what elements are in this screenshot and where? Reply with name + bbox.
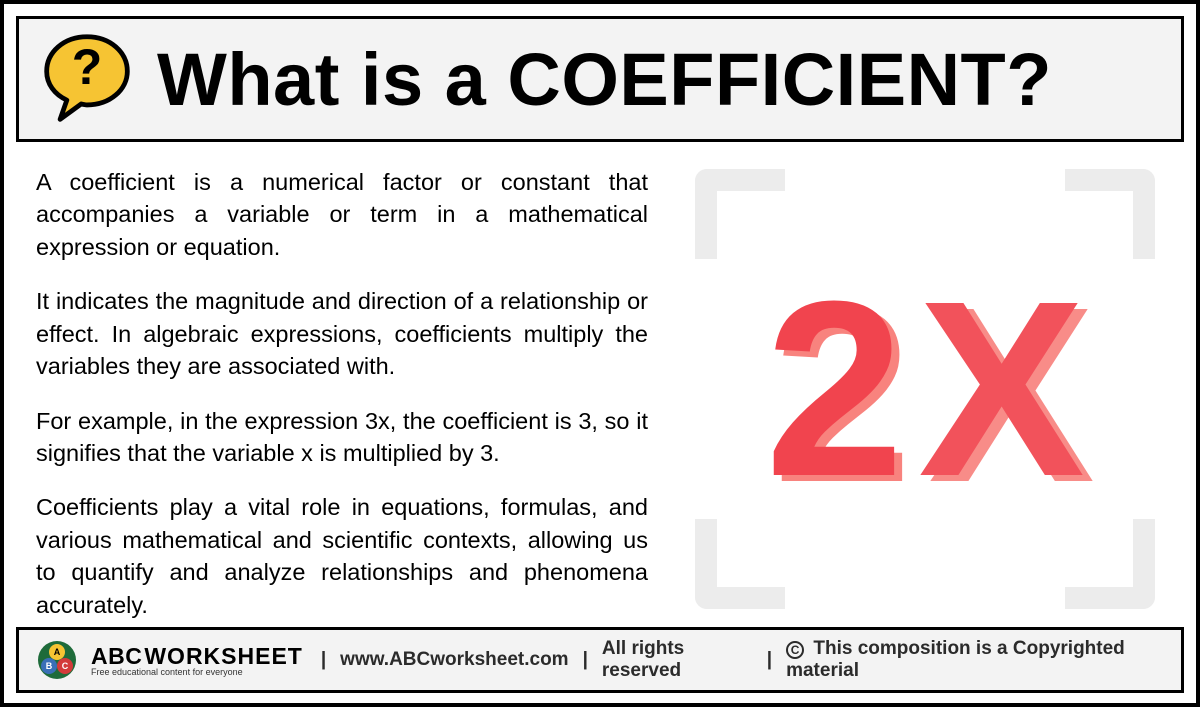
paragraph: It indicates the magnitude and direction… — [36, 285, 648, 382]
svg-text:A: A — [54, 647, 61, 657]
separator: | — [321, 649, 326, 671]
crop-frame: 2 X — [695, 169, 1155, 609]
separator: | — [583, 649, 588, 671]
copyright-icon: C — [786, 641, 804, 659]
copyright-block: C This composition is a Copyrighted mate… — [786, 638, 1163, 682]
glyph-2: 2 — [765, 264, 904, 514]
brand-abc: ABC — [91, 643, 142, 670]
svg-text:C: C — [62, 661, 69, 671]
question-icon: ? — [39, 31, 135, 127]
brand-text: ABC WORKSHEET Free educational content f… — [91, 643, 307, 677]
worksheet-card: ? What is a COEFFICIENT? A coefficient i… — [0, 0, 1200, 707]
footer-copyright: This composition is a Copyrighted materi… — [786, 638, 1125, 681]
expression-2x: 2 X — [695, 169, 1155, 609]
illustration: 2 X — [666, 156, 1184, 621]
body-row: A coefficient is a numerical factor or c… — [4, 142, 1196, 627]
footer-url: www.ABCworksheet.com — [340, 649, 568, 671]
svg-text:?: ? — [72, 39, 103, 95]
paragraph: A coefficient is a numerical factor or c… — [36, 166, 648, 263]
header-bar: ? What is a COEFFICIENT? — [16, 16, 1184, 142]
footer-bar: A B C ABC WORKSHEET Free educational con… — [16, 627, 1184, 693]
paragraph: Coefficients play a vital role in equati… — [36, 491, 648, 621]
svg-text:B: B — [46, 661, 53, 671]
glyph-x: X — [918, 264, 1085, 514]
brand-worksheet: WORKSHEET — [144, 643, 303, 670]
definition-text: A coefficient is a numerical factor or c… — [16, 156, 656, 621]
brand-logo-icon: A B C — [37, 640, 77, 680]
paragraph: For example, in the expression 3x, the c… — [36, 405, 648, 470]
page-title: What is a COEFFICIENT? — [157, 37, 1052, 122]
footer-rights: All rights reserved — [602, 638, 753, 682]
separator: | — [767, 649, 772, 671]
